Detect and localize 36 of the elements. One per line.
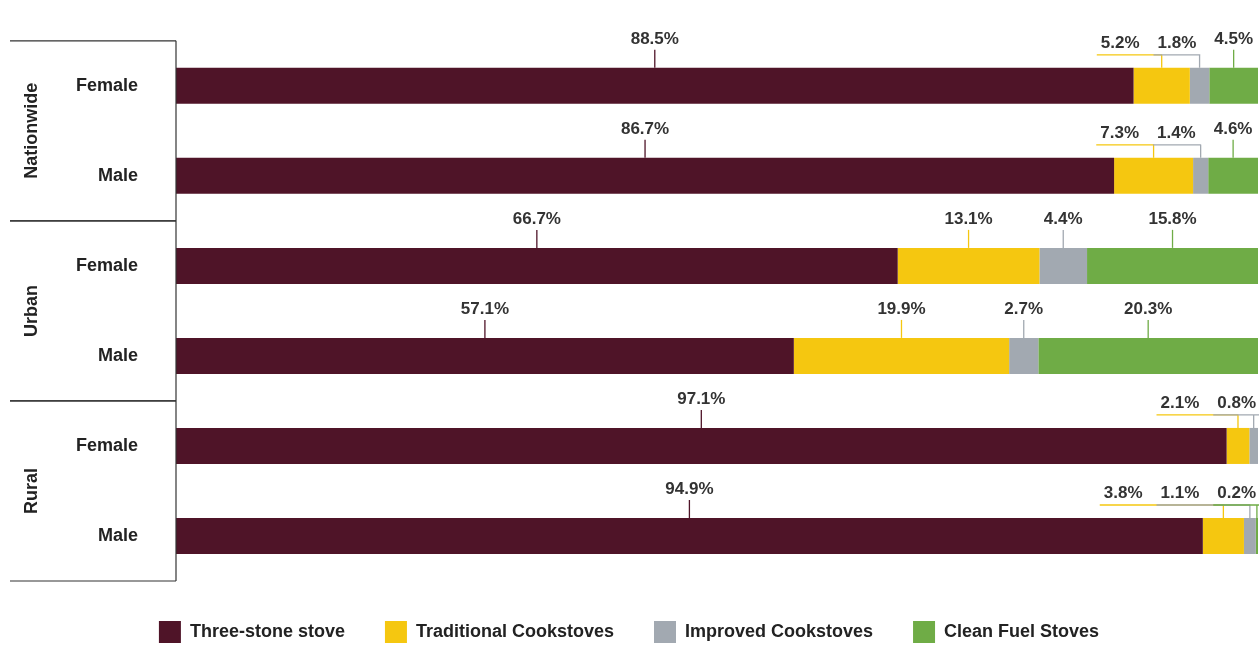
data-label: 86.7% [620, 119, 670, 139]
text: Urban [20, 284, 41, 337]
y-tick-label: Female [75, 254, 138, 275]
data-label: 66.7% [512, 209, 561, 229]
data-label: 13.1% [944, 209, 993, 229]
legend-label: Improved Cookstoves [684, 620, 874, 641]
data-label: 94.9% [665, 479, 714, 499]
y-tick-label: Male [97, 524, 138, 545]
y-tick-label: Female [75, 434, 138, 455]
text: Rural [20, 467, 41, 514]
y-tick-label: Male [97, 344, 138, 365]
data-label: 4.4% [1043, 209, 1083, 229]
y-tick-label: Male [97, 164, 138, 185]
data-label: 1.1% [1160, 483, 1200, 503]
legend-label: Traditional Cookstoves [415, 620, 614, 641]
y-tick-label: Female [75, 74, 138, 95]
data-label: 1.8% [1157, 33, 1197, 52]
data-label: 15.8% [1148, 209, 1197, 229]
data-label: 3.8% [1103, 483, 1143, 503]
data-label: 4.6% [1213, 119, 1253, 139]
data-label: 88.5% [630, 29, 679, 48]
data-label: 4.5% [1214, 29, 1254, 48]
data-label: 57.1% [460, 299, 510, 319]
data-label: 20.3% [1124, 299, 1173, 319]
data-label: 5.2% [1100, 33, 1140, 52]
data-label: 2.7% [1004, 299, 1044, 319]
data-label: 0.2% [1217, 483, 1256, 503]
data-label: 97.1% [677, 389, 726, 409]
data-label: 2.1% [1160, 393, 1200, 413]
data-label: 7.3% [1100, 123, 1139, 143]
text: Nationwide [20, 82, 41, 179]
legend-label: Clean Fuel Stoves [944, 620, 1100, 641]
legend-label: Three-stone stove [189, 620, 345, 641]
data-label: 19.9% [877, 299, 926, 319]
data-label: 0.8% [1217, 393, 1256, 413]
data-label: 1.4% [1156, 123, 1196, 143]
